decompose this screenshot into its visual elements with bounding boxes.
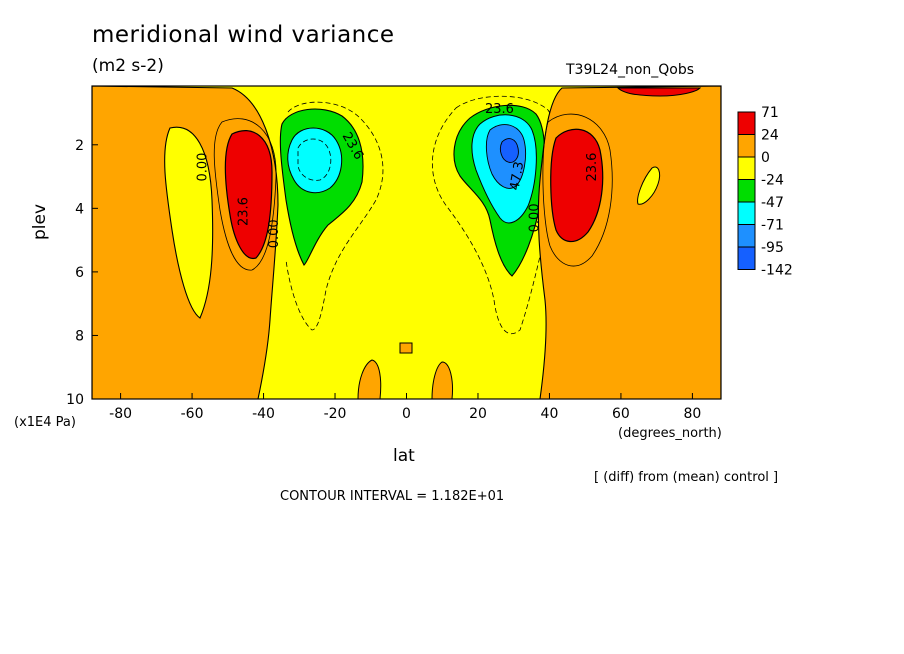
region-bottom-orange-right [431, 361, 453, 399]
x-tick-label: 20 [469, 406, 487, 422]
colorbar-swatch [737, 179, 756, 203]
run-name: T39L24_non_Qobs [566, 62, 695, 78]
y-tick-label: 4 [75, 201, 84, 217]
region-small-orange [399, 342, 413, 354]
y-axis-unit: (x1E4 Pa) [14, 415, 76, 430]
contour-label: 47.3 [508, 160, 528, 191]
colorbar-label: 71 [761, 105, 779, 121]
x-tick-label: -60 [181, 406, 204, 422]
colorbar-swatch [737, 246, 756, 270]
y-tick-label: 8 [75, 328, 84, 344]
colorbar-label: -24 [761, 173, 784, 189]
contour-label: 0.00 [267, 219, 282, 248]
contour-right-outer [542, 113, 613, 267]
y-axis-ticks: 2 4 6 8 10 [66, 138, 98, 408]
colorbar-swatch [737, 224, 756, 248]
contour-interval: CONTOUR INTERVAL = 1.182E+01 [280, 489, 505, 504]
colorbar-label: -47 [761, 195, 784, 211]
region-left-cyan [287, 127, 343, 194]
contour-label: 23.6 [585, 153, 600, 182]
contour-label: 23.6 [485, 102, 514, 117]
region-left-red [224, 130, 273, 259]
diff-note: [ (diff) from (mean) control ] [594, 470, 779, 485]
x-axis-unit: (degrees_north) [618, 426, 722, 441]
region-right-top-red [616, 87, 702, 97]
colorbar-label: -71 [761, 218, 784, 234]
region-right-yellow-sliver [637, 166, 661, 205]
colorbar-swatch [737, 111, 756, 135]
x-tick-label: -80 [109, 406, 132, 422]
contour-label: 0.00 [195, 153, 210, 182]
colorbar-label: -95 [761, 240, 784, 256]
x-tick-label: 0 [402, 406, 411, 422]
region-left-yellow [164, 126, 214, 319]
y-tick-label: 10 [66, 392, 84, 408]
colorbar-swatch [737, 156, 756, 180]
contour-left-outer [213, 118, 277, 271]
y-tick-label: 2 [75, 138, 84, 154]
contour-left-dash1 [297, 138, 332, 181]
chart-units: (m2 s-2) [92, 56, 164, 76]
x-tick-label: 80 [683, 406, 701, 422]
colorbar-label: 0 [761, 150, 770, 166]
colorbar-swatch [737, 201, 756, 225]
contour-label: 23.6 [236, 197, 251, 226]
colorbar-label: -142 [761, 263, 793, 279]
contour-right-dash [431, 95, 558, 335]
x-tick-label: 40 [541, 406, 559, 422]
chart-title: meridional wind variance [92, 22, 395, 48]
contour-left-dash2 [285, 101, 384, 331]
region-right-red [550, 128, 604, 243]
region-right-darkblue [499, 138, 519, 163]
x-tick-label: 60 [612, 406, 630, 422]
colorbar-swatch [737, 134, 756, 158]
x-axis-ticks: -80 -60 -40 -20 0 20 40 60 80 [109, 393, 701, 422]
x-tick-label: -40 [252, 406, 275, 422]
contour-label: 0.00 [528, 203, 543, 232]
x-tick-label: -20 [324, 406, 347, 422]
region-bottom-orange-left [357, 359, 382, 399]
x-axis-label: lat [393, 446, 415, 466]
colorbar-label: 24 [761, 128, 779, 144]
y-tick-label: 6 [75, 265, 84, 281]
colorbar: 71 24 0 -24 -47 -71 -95 -142 [737, 105, 793, 279]
